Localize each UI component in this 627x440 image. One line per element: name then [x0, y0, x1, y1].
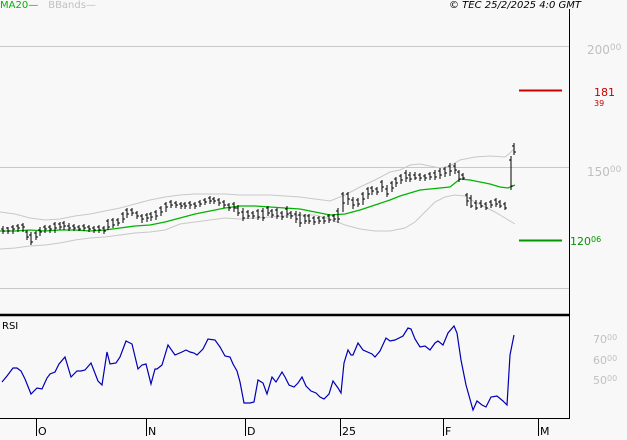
- copyright-timestamp: © TEC 25/2/2025 4:0 GMT: [449, 0, 581, 11]
- ma20-line: [0, 178, 516, 232]
- price-label-150: 15000: [587, 165, 622, 179]
- x-label-oct: O: [38, 425, 47, 438]
- rsi-title: RSI: [2, 321, 19, 332]
- x-label-nov: N: [148, 425, 157, 438]
- bbands-lower-line: [0, 194, 516, 250]
- support-label: 12006: [570, 235, 602, 248]
- x-label-feb: F: [445, 425, 452, 438]
- rsi-label-50: 5000: [593, 374, 618, 387]
- chart-legend: MA20— BBands—: [0, 0, 96, 12]
- price-label-200: 20000: [587, 43, 622, 57]
- x-label-dec: D: [247, 425, 256, 438]
- price-bars: [1, 143, 516, 245]
- x-label-2025: 25: [342, 425, 356, 438]
- rsi-label-60: 6000: [593, 354, 618, 367]
- legend-ma20: MA20—: [0, 0, 39, 11]
- x-axis-ticks: [36, 419, 539, 436]
- resistance-label: 181 39: [594, 86, 615, 108]
- legend-bbands: BBands—: [48, 0, 96, 11]
- x-label-mar: M: [540, 425, 550, 438]
- rsi-line: [1, 324, 515, 412]
- rsi-label-70: 7000: [593, 333, 618, 346]
- bbands-upper-line: [0, 147, 516, 221]
